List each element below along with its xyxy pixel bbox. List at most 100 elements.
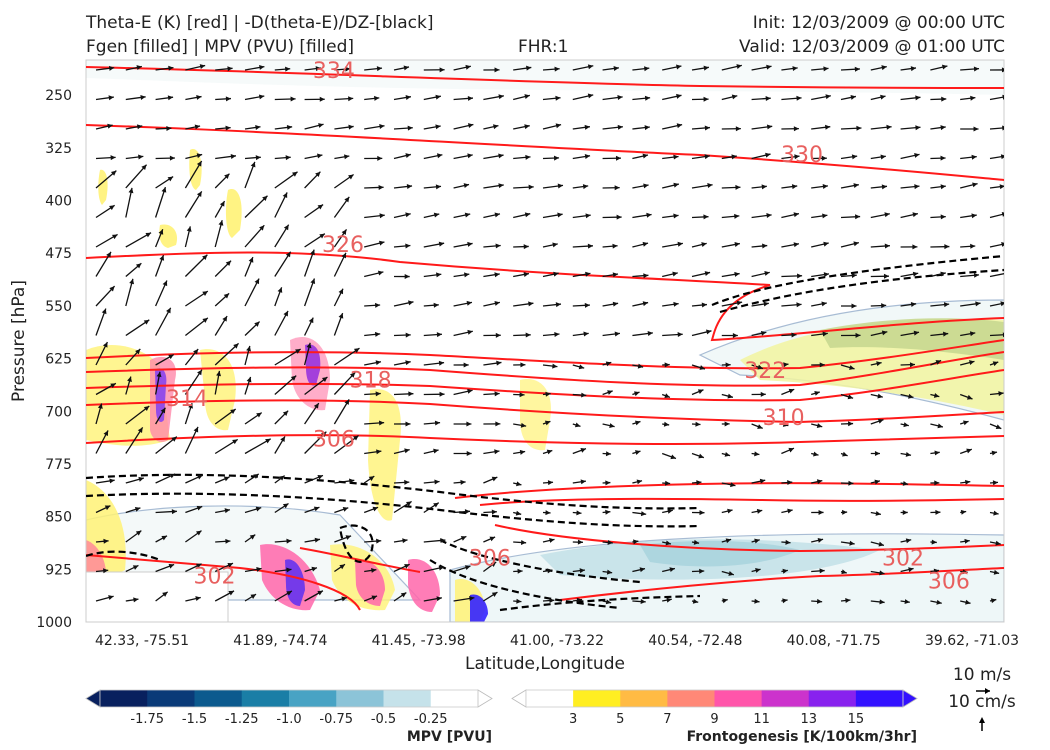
wind-vector [363, 506, 379, 514]
wind-vector [691, 96, 709, 102]
wind-vector [125, 597, 139, 603]
wind-vector [781, 95, 802, 101]
wind-vector [930, 509, 941, 515]
wind-vector [721, 421, 730, 427]
wind-vector [900, 422, 909, 428]
wind-vector [274, 375, 297, 395]
wind-vector [155, 436, 178, 455]
wind-vector [333, 196, 350, 218]
wind-vectors [95, 64, 1004, 605]
wind-vector [542, 420, 551, 426]
theta-e-contour [559, 567, 1004, 601]
wind-vector [154, 254, 165, 277]
wind-vector [364, 66, 383, 72]
wind-vector [125, 154, 144, 160]
wind-vector [154, 186, 167, 218]
wind-vector [244, 506, 262, 514]
colorbar-tick-label: 3 [569, 712, 577, 727]
chart-title-line1: Theta-E (K) [red] | -D(theta-E)/DZ-[blac… [86, 13, 434, 33]
wind-vector [840, 421, 854, 427]
wind-vector [721, 332, 738, 338]
wind-vector [274, 124, 293, 130]
theta-e-contour [86, 351, 1004, 387]
wind-vector [453, 535, 467, 543]
wind-vector [840, 183, 859, 189]
wind-vector [364, 391, 381, 397]
wind-vector [244, 321, 261, 336]
wind-vector [930, 96, 947, 102]
wind-vector [453, 183, 470, 189]
colorbar-swatch [430, 690, 479, 707]
wind-vector [274, 310, 289, 336]
x-tick-label: 41.00, -73.22 [510, 633, 604, 649]
wind-vector [572, 124, 590, 130]
wind-vector [811, 66, 829, 72]
terrain-mask [85, 571, 229, 623]
wind-vector [125, 187, 134, 218]
wind-vector [513, 539, 527, 545]
wind-vector [542, 242, 558, 248]
wind-vector [364, 360, 382, 366]
wind-vector [184, 191, 203, 218]
wind-vector [691, 271, 711, 278]
colorbar-swatch [808, 690, 857, 707]
wind-vector [989, 598, 997, 604]
wind-vector [423, 153, 443, 160]
wind-vector [691, 154, 710, 160]
y-tick-label: 850 [45, 510, 72, 526]
wind-vector [363, 595, 378, 602]
mpv-colorbar: -1.75 -1.5 -1.25 -1.0 -0.75 -0.5 -0.25 [85, 689, 493, 727]
wind-vector [244, 438, 272, 455]
wind-vector [632, 125, 650, 131]
wind-vector [274, 224, 290, 248]
wind-vector [483, 153, 504, 160]
wind-vector [632, 450, 641, 455]
y-tick-label: 475 [45, 246, 72, 262]
wind-vector [215, 125, 231, 131]
wind-vector [721, 508, 733, 514]
wind-vector [900, 212, 919, 219]
wind-vector [781, 508, 793, 514]
wind-vector [930, 271, 946, 278]
stability-contour [86, 492, 701, 528]
wind-vector [662, 213, 679, 219]
wind-vector [453, 388, 473, 396]
wind-vector [960, 331, 976, 337]
wind-vector [215, 508, 231, 514]
colorbar-swatch [241, 690, 290, 707]
wind-vector [572, 243, 594, 249]
wind-vector [900, 66, 917, 72]
wind-vector [513, 124, 530, 130]
wind-vector [184, 402, 193, 425]
x-tick-label: 41.89, -74.74 [233, 633, 327, 649]
wind-vector [303, 342, 312, 366]
wind-vector [691, 389, 704, 396]
wind-vector [840, 569, 847, 575]
x-tick-label: 40.54, -72.48 [648, 633, 742, 649]
wind-vector [572, 392, 587, 398]
wind-vector [393, 153, 412, 160]
wind-vector [214, 562, 234, 573]
theta-e-contour-label: 314 [166, 387, 208, 412]
wind-vector [930, 539, 937, 545]
wind-vector [662, 567, 676, 573]
wind-vector [989, 332, 1004, 338]
forecast-hour: FHR:1 [518, 37, 569, 57]
wind-vector [691, 125, 710, 131]
wind-vector [334, 506, 349, 514]
wind-vector [572, 448, 587, 455]
x-tick-label: 41.45, -73.98 [372, 633, 466, 649]
wind-vector [811, 479, 823, 485]
wind-vector [185, 95, 202, 101]
y-tick-label: 250 [45, 88, 72, 104]
wind-vector [870, 541, 885, 547]
wind-vector [751, 598, 760, 604]
wind-vector [632, 331, 653, 337]
wind-vector [513, 422, 527, 428]
theta-e-contour-label: 306 [313, 428, 355, 453]
wind-vector [870, 393, 883, 399]
wind-vector [453, 451, 472, 457]
wind-vector [483, 449, 500, 455]
wind-vector [274, 66, 291, 72]
wind-vector [900, 271, 919, 278]
